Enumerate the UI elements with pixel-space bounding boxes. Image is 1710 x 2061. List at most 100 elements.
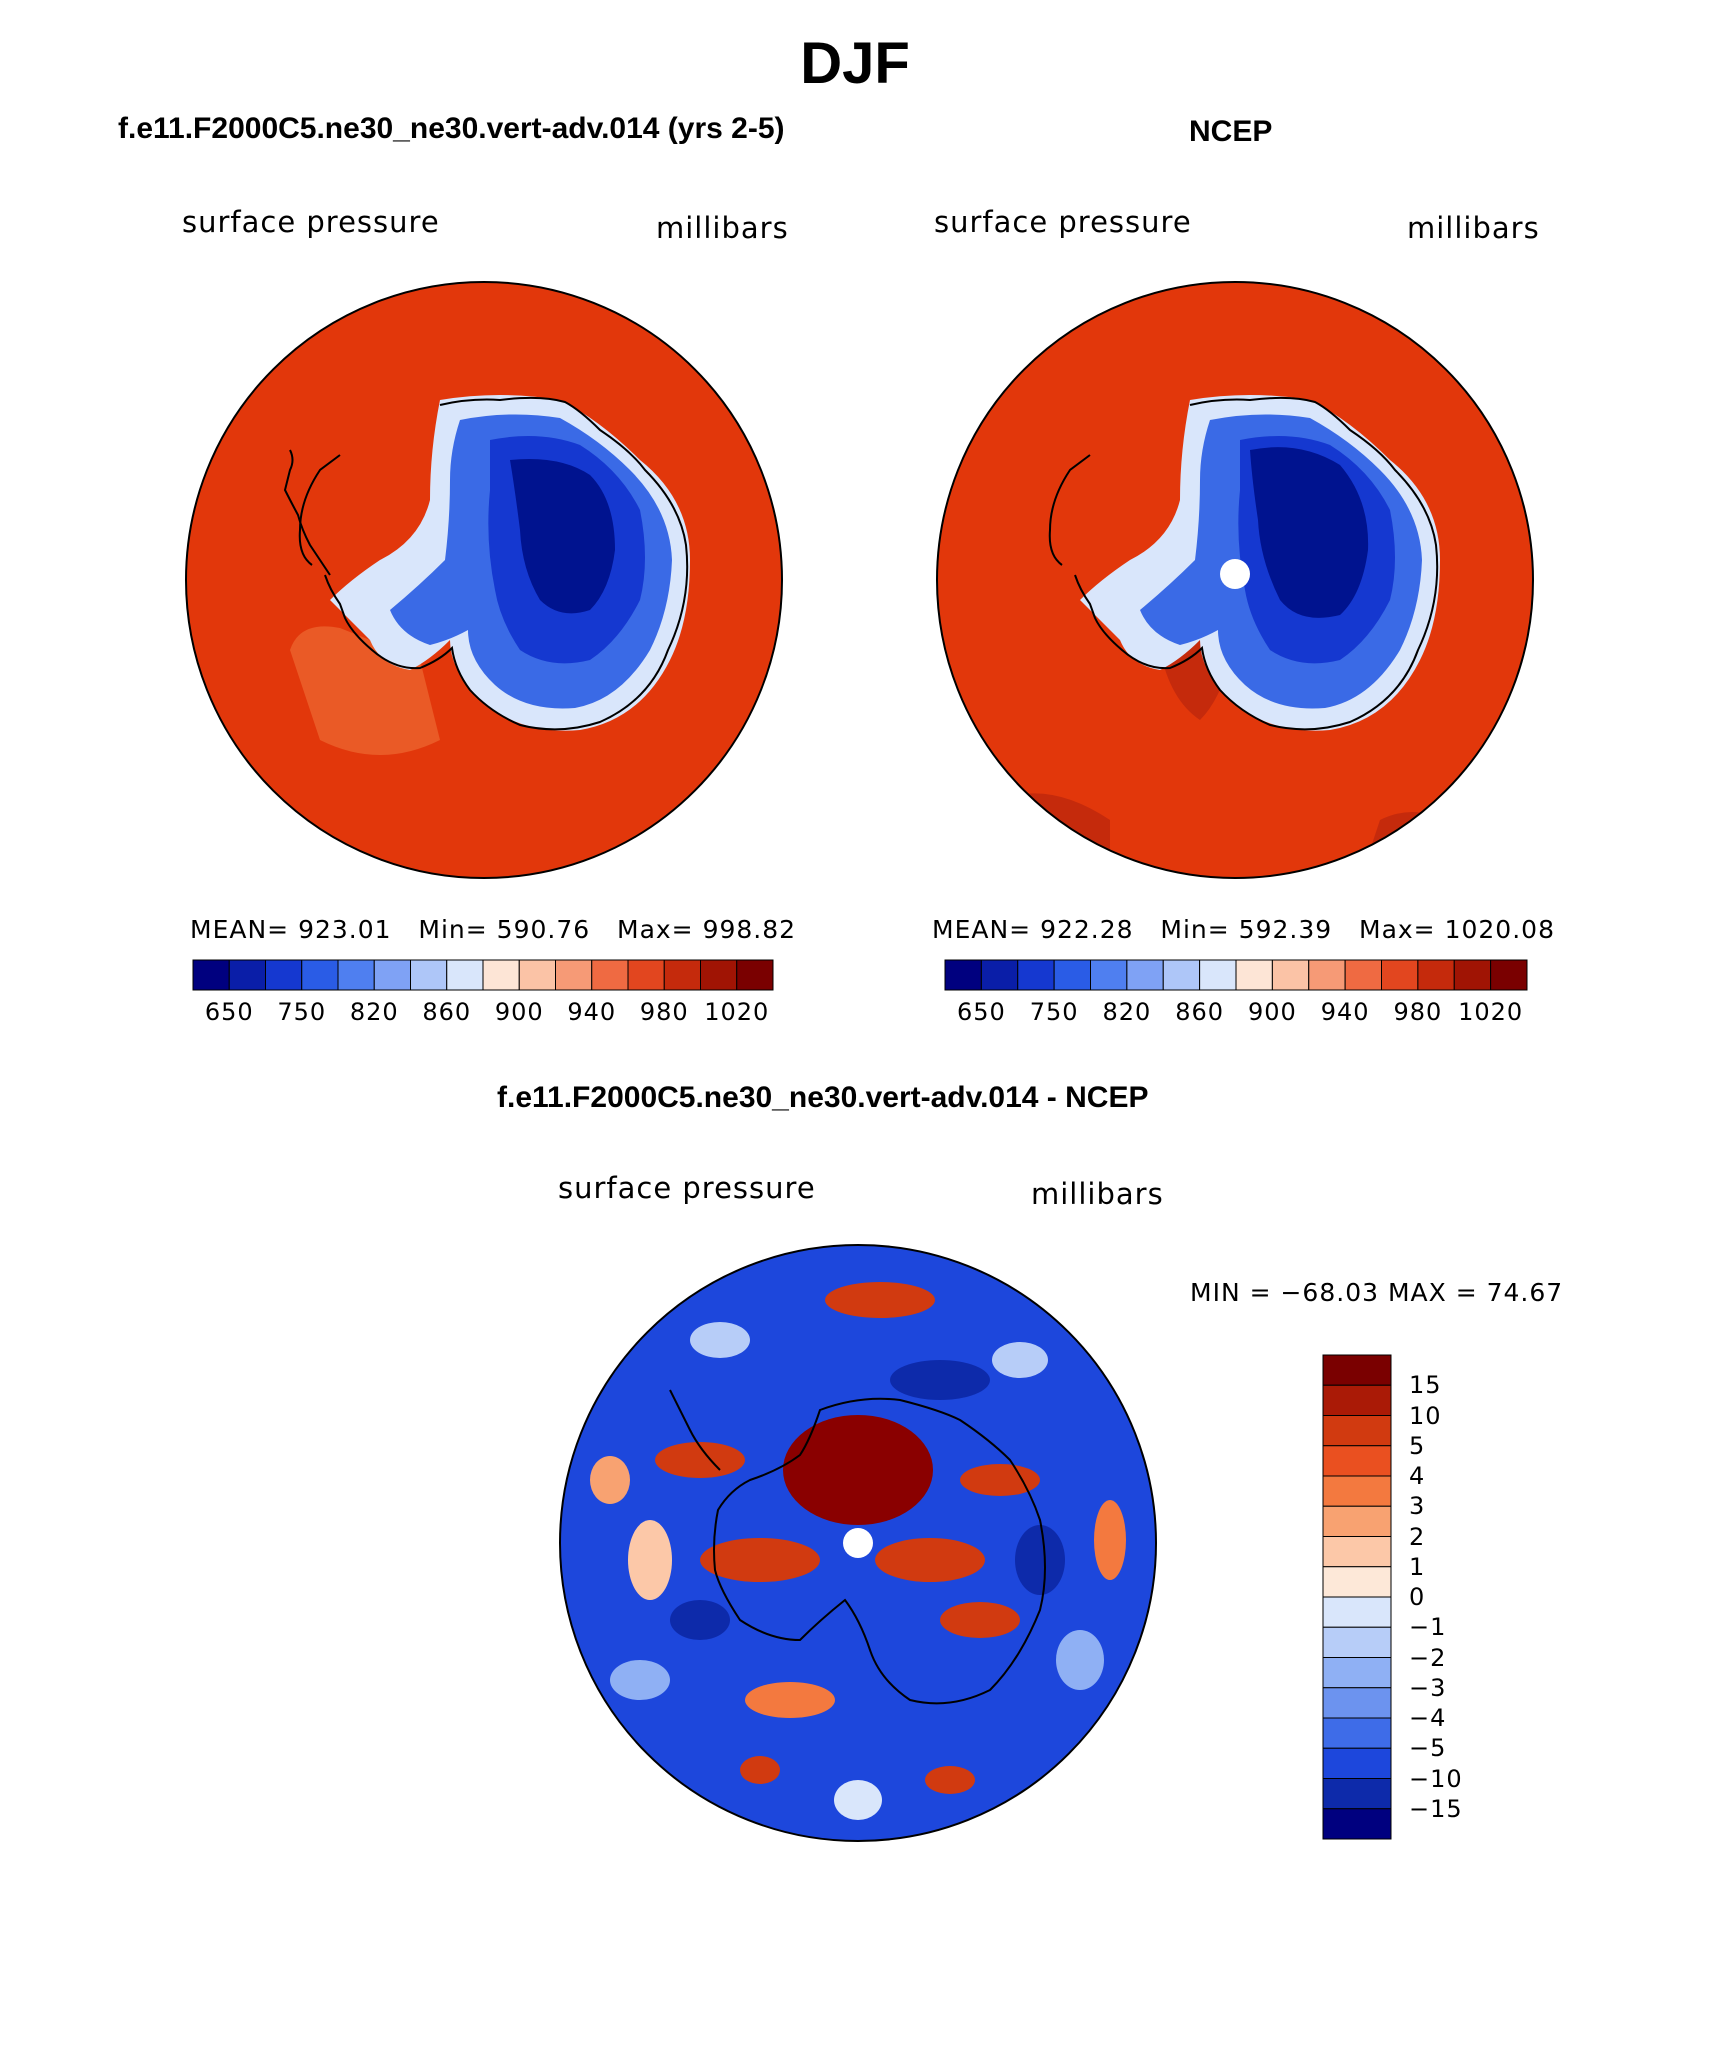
colorbar-swatch bbox=[446, 959, 484, 991]
colorbar-swatch bbox=[1090, 959, 1128, 991]
colorbar-swatch bbox=[1322, 1505, 1392, 1537]
diff-polar-map bbox=[559, 1244, 1157, 1842]
colorbar-tick-label: 980 bbox=[639, 998, 689, 1026]
diff-anomaly-region bbox=[834, 1780, 882, 1820]
colorbar-swatch bbox=[1322, 1475, 1392, 1507]
colorbar-swatch bbox=[265, 959, 303, 991]
colorbar-tick-label: −10 bbox=[1409, 1764, 1463, 1793]
colorbar-swatch bbox=[1322, 1445, 1392, 1477]
colorbar-swatch bbox=[373, 959, 411, 991]
colorbar-swatch bbox=[410, 959, 448, 991]
colorbar-tick-label: 900 bbox=[494, 998, 544, 1026]
diff-anomaly-region bbox=[925, 1766, 975, 1794]
colorbar-tick-label: 940 bbox=[1320, 998, 1370, 1026]
diff-anomaly-region bbox=[1094, 1500, 1126, 1580]
diff-anomaly-region bbox=[670, 1600, 730, 1640]
colorbar-swatch bbox=[700, 959, 738, 991]
colorbar-tick-label: 750 bbox=[1029, 998, 1079, 1026]
colorbar-swatch bbox=[555, 959, 593, 991]
colorbar-swatch bbox=[1271, 959, 1310, 991]
colorbar-tick-label: 1 bbox=[1409, 1552, 1426, 1581]
diff-anomaly-region bbox=[610, 1660, 670, 1700]
colorbar-swatch bbox=[944, 959, 982, 991]
model-units-label: millibars bbox=[656, 211, 789, 245]
colorbar-swatch bbox=[1322, 1536, 1392, 1568]
colorbar-tick-label: −3 bbox=[1409, 1673, 1447, 1702]
diff-anomaly-region bbox=[740, 1756, 780, 1784]
colorbar-tick-label: −5 bbox=[1409, 1734, 1447, 1763]
colorbar-tick-label: 1020 bbox=[1458, 998, 1524, 1026]
colorbar-tick-label: 1020 bbox=[704, 998, 770, 1026]
colorbar-swatch bbox=[1322, 1717, 1392, 1749]
colorbar-swatch bbox=[980, 959, 1019, 991]
colorbar-tick-label: 5 bbox=[1409, 1431, 1426, 1460]
colorbar-tick-label: 3 bbox=[1409, 1492, 1426, 1521]
obs-stats: MEAN= 922.28 Min= 592.39 Max= 1020.08 bbox=[932, 915, 1555, 944]
colorbar-tick-label: 940 bbox=[567, 998, 617, 1026]
colorbar-tick-label: 2 bbox=[1409, 1522, 1426, 1551]
diff-panel-title: f.e11.F2000C5.ne30_ne30.vert-adv.014 - N… bbox=[497, 1081, 1149, 1114]
diff-colorbar bbox=[1322, 1354, 1392, 1840]
colorbar-swatch bbox=[627, 959, 665, 991]
colorbar-tick-label: 750 bbox=[277, 998, 327, 1026]
colorbar-tick-label: 10 bbox=[1409, 1401, 1442, 1430]
diff-anomaly-region bbox=[700, 1538, 820, 1582]
colorbar-swatch bbox=[1417, 959, 1455, 991]
colorbar-tick-label: 980 bbox=[1393, 998, 1443, 1026]
figure-title: DJF bbox=[800, 31, 910, 96]
diff-anomaly-region bbox=[940, 1602, 1020, 1638]
colorbar-swatch bbox=[192, 959, 230, 991]
colorbar-swatch bbox=[1490, 959, 1528, 991]
colorbar-tick-label: −2 bbox=[1409, 1643, 1447, 1672]
colorbar-swatch bbox=[1322, 1626, 1392, 1658]
model-stats: MEAN= 923.01 Min= 590.76 Max= 998.82 bbox=[190, 915, 797, 944]
colorbar-swatch bbox=[663, 959, 701, 991]
colorbar-swatch bbox=[1381, 959, 1419, 991]
colorbar-tick-label: 820 bbox=[1102, 998, 1152, 1026]
diff-anomaly-region bbox=[745, 1682, 835, 1718]
colorbar-tick-label: −4 bbox=[1409, 1704, 1447, 1732]
diff-anomaly-region bbox=[690, 1322, 750, 1358]
colorbar-swatch bbox=[1322, 1566, 1392, 1598]
model-polar-map bbox=[185, 281, 783, 879]
colorbar-tick-label: −1 bbox=[1409, 1613, 1447, 1642]
diff-anomaly-region bbox=[1056, 1630, 1104, 1690]
diff-anomaly-region bbox=[875, 1538, 985, 1582]
colorbar-tick-label: 820 bbox=[349, 998, 399, 1026]
diff-anomaly-region bbox=[1015, 1525, 1065, 1595]
diff-anomaly-region bbox=[655, 1442, 745, 1478]
colorbar-swatch bbox=[518, 959, 556, 991]
obs-polar-map bbox=[936, 281, 1534, 879]
colorbar-tick-label: 0 bbox=[1409, 1583, 1426, 1611]
colorbar-swatch bbox=[1453, 959, 1492, 991]
diff-anomaly-region bbox=[628, 1520, 672, 1600]
diff-anomaly-region bbox=[960, 1464, 1040, 1496]
colorbar-swatch bbox=[1344, 959, 1382, 991]
colorbar-tick-label: −15 bbox=[1409, 1794, 1463, 1823]
colorbar-swatch bbox=[1322, 1596, 1392, 1628]
diff-variable-label: surface pressure bbox=[558, 1171, 816, 1205]
colorbar-swatch bbox=[1162, 959, 1201, 991]
colorbar-swatch bbox=[301, 959, 339, 991]
colorbar-swatch bbox=[1322, 1415, 1392, 1447]
colorbar-swatch bbox=[1053, 959, 1091, 991]
colorbar-swatch bbox=[1017, 959, 1055, 991]
diff-anomaly-region bbox=[825, 1282, 935, 1318]
colorbar-swatch bbox=[1199, 959, 1237, 991]
obs-units-label: millibars bbox=[1407, 211, 1540, 245]
colorbar-swatch bbox=[1322, 1384, 1392, 1416]
colorbar-swatch bbox=[1235, 959, 1273, 991]
colorbar-swatch bbox=[337, 959, 375, 991]
model-variable-label: surface pressure bbox=[182, 205, 440, 239]
diff-anomaly-region bbox=[590, 1456, 630, 1504]
obs-variable-label: surface pressure bbox=[934, 205, 1192, 239]
colorbar-tick-label: 860 bbox=[422, 998, 472, 1026]
colorbar-tick-label: 650 bbox=[204, 998, 254, 1026]
colorbar-swatch bbox=[591, 959, 629, 991]
model-panel-title: f.e11.F2000C5.ne30_ne30.vert-adv.014 (yr… bbox=[118, 112, 785, 145]
diff-units-label: millibars bbox=[1031, 1177, 1164, 1211]
obs-panel-title: NCEP bbox=[1189, 115, 1273, 148]
colorbar-swatch bbox=[1322, 1778, 1392, 1810]
diff-anomaly-region bbox=[992, 1342, 1048, 1378]
